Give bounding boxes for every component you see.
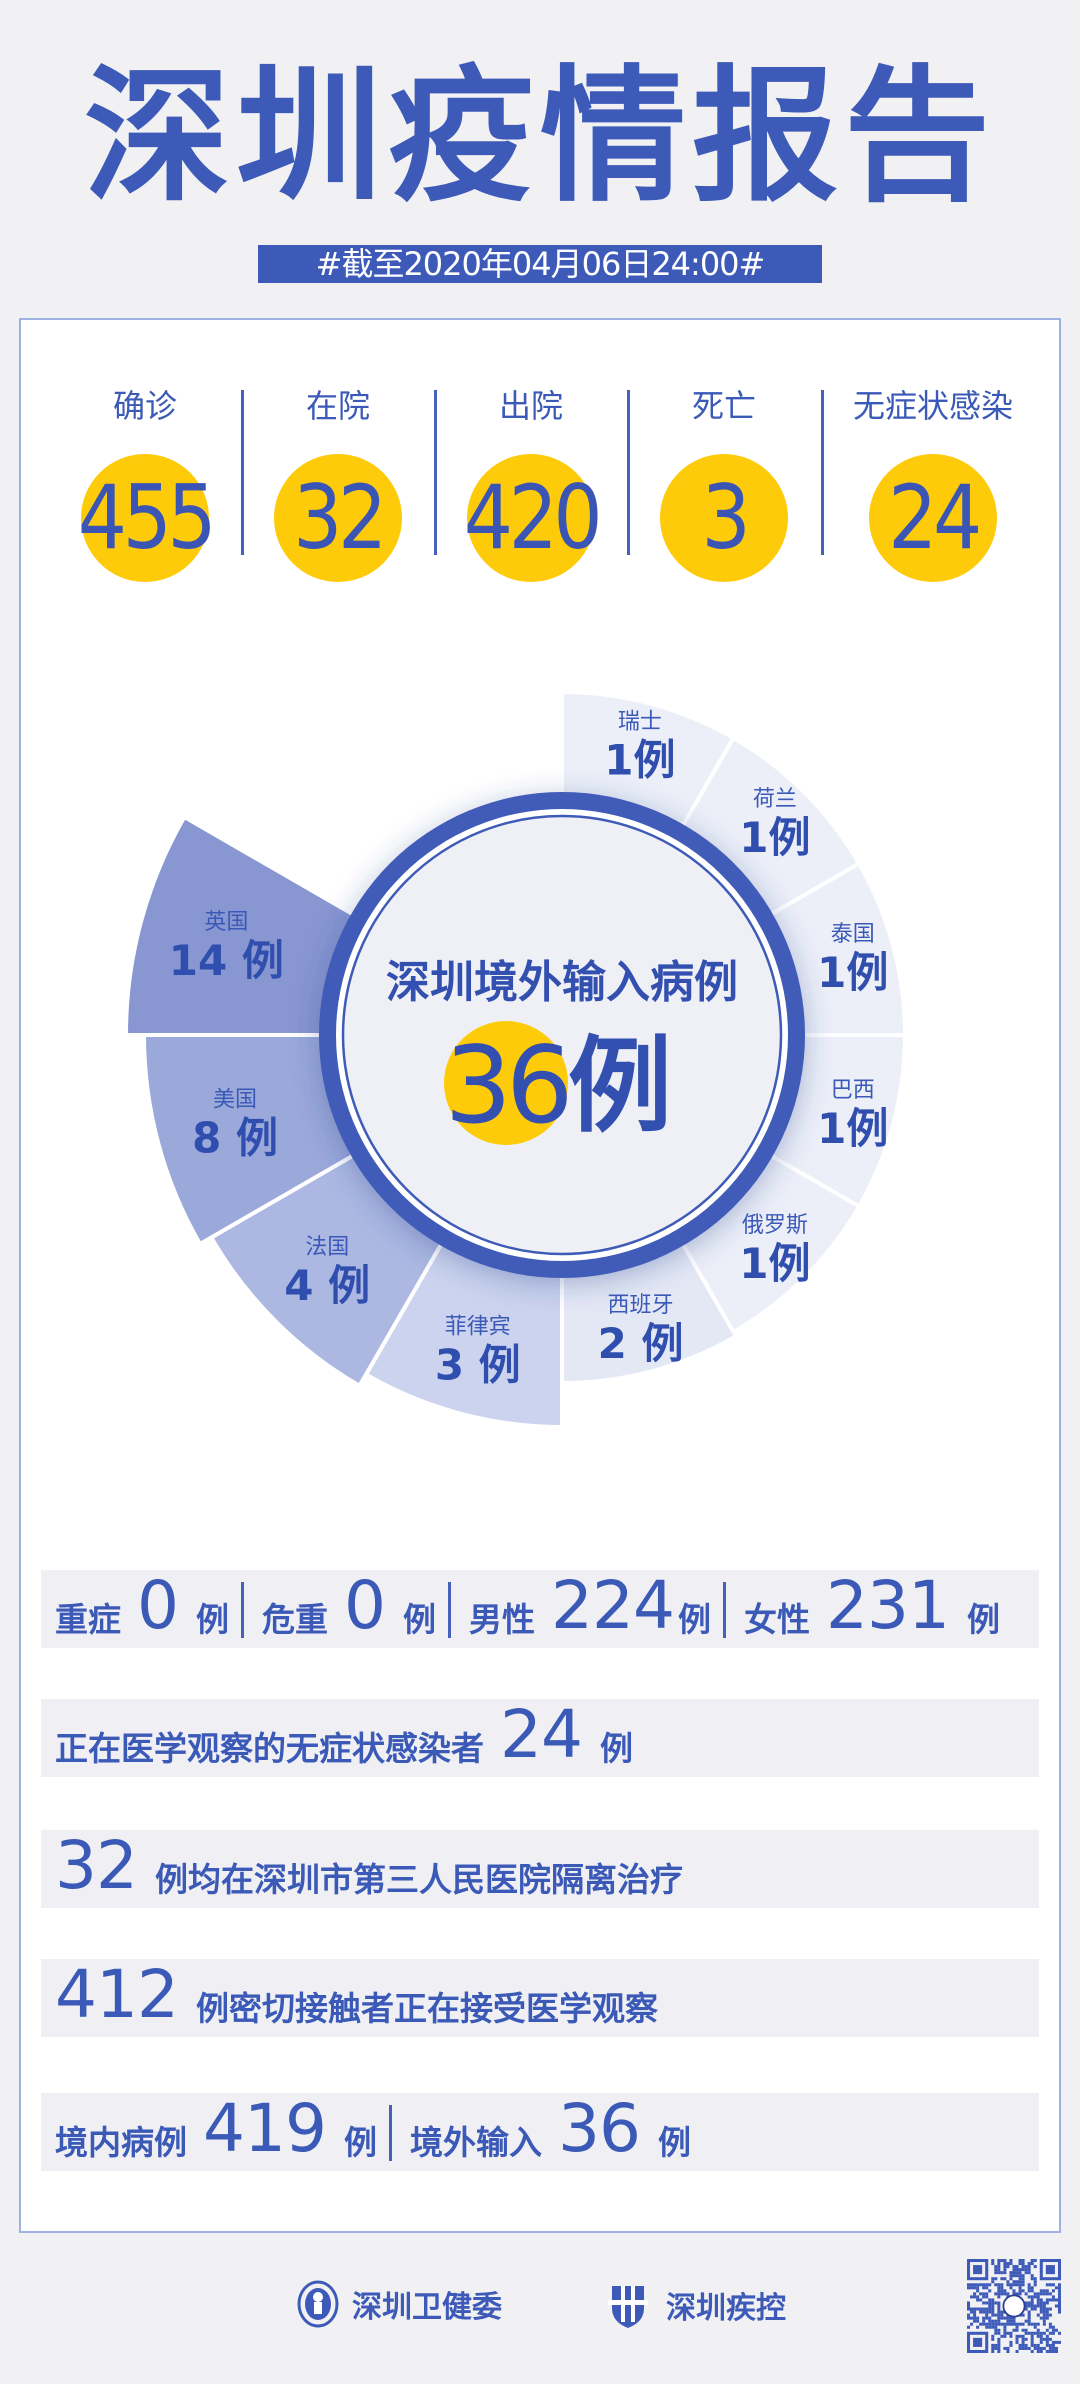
contacts-row: 412 例密切接触者正在接受医学观察 [41,1959,1039,2037]
divider [241,1582,244,1638]
male-value: 224 [551,1567,675,1644]
unit: 例 [966,1600,1000,1639]
stat-label: 确诊 [112,387,177,425]
stat-circle: 420 [464,454,603,582]
cdc-logo-icon [608,2286,648,2328]
qr-code [967,2259,1061,2353]
divider [448,1582,451,1638]
stat-label: 出院 [498,387,563,425]
unit: 例 [196,1600,229,1639]
contacts-value: 412 [55,1956,179,2033]
female-label: 女性 [743,1600,810,1639]
domestic-value: 419 [203,2090,327,2167]
stat-value: 455 [77,466,217,569]
stat-value: 420 [463,466,603,569]
unit: 例 [657,2123,691,2162]
unit: 例 [403,1600,436,1639]
stat-value: 3 [701,466,751,569]
divider [241,390,244,555]
critical-label: 危重 [262,1600,328,1639]
severe-value: 0 [137,1567,179,1644]
page-title: 深圳疫情报告 [84,52,996,222]
severe-label: 重症 [55,1600,121,1639]
health-commission-logo-icon [297,2280,339,2328]
unit: 例 [677,1600,711,1639]
domestic-label: 境内病例 [55,2123,187,2162]
hospital-value: 32 [55,1827,138,1904]
stat-asymptomatic: 无症状感染 24 [835,380,1031,582]
divider [821,390,824,555]
stat-discharged: 出院 420 [434,380,628,582]
origin-row: 境内病例 419 例 境外输入 36 例 [41,2093,1039,2171]
asymptomatic-row: 正在医学观察的无症状感染者 24 例 [41,1699,1039,1777]
stat-value: 32 [293,466,387,569]
severity-gender-row: 重症 0 例 危重 0 例 男性 224 例 女性 231 例 [41,1570,1039,1648]
org-name: 深圳卫健委 [352,2290,502,2325]
stat-value: 24 [888,466,982,569]
stat-circle: 24 [869,454,997,582]
stat-circle: 455 [78,454,217,582]
critical-value: 0 [344,1567,386,1644]
imported-value: 36 [557,2090,641,2167]
org-name: 深圳疾控 [666,2291,786,2326]
male-label: 男性 [469,1600,535,1639]
divider [627,390,630,555]
unit: 例 [599,1729,633,1768]
footer-org-cdc: 深圳疾控 [604,2280,786,2330]
footer-org-health-commission: 深圳卫健委 [296,2280,502,2328]
stat-label: 无症状感染 [852,387,1013,425]
stat-circle: 3 [660,454,788,582]
stat-label: 死亡 [691,387,756,425]
stat-hospitalized: 在院 32 [241,380,435,582]
report-card [19,318,1061,2233]
hospital-row: 32 例均在深圳市第三人民医院隔离治疗 [41,1830,1039,1908]
hospital-text: 例均在深圳市第三人民医院隔离治疗 [154,1860,683,1899]
divider [434,390,437,555]
stat-circle: 32 [274,454,402,582]
contacts-text: 例密切接触者正在接受医学观察 [195,1989,658,2028]
imported-label: 境外输入 [409,2123,542,2162]
date-banner: #截至2020年04月06日24:00# [258,245,822,283]
asymptomatic-text: 正在医学观察的无症状感染者 [55,1729,484,1768]
unit: 例 [343,2123,377,2162]
stat-deaths: 死亡 3 [627,380,821,582]
stat-confirmed: 确诊 455 [48,380,242,582]
female-value: 231 [825,1567,950,1644]
asymptomatic-value: 24 [500,1696,583,1773]
stat-label: 在院 [305,387,370,425]
divider [388,2105,392,2161]
divider [722,1582,726,1638]
